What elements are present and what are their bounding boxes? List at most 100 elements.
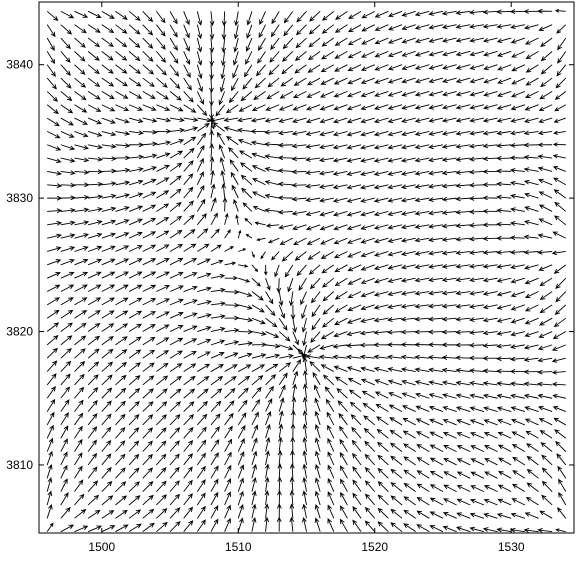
vector-arrow — [46, 24, 56, 38]
axis-ticks — [39, 2, 574, 533]
vector-arrow — [224, 229, 231, 239]
vector-arrow — [210, 301, 226, 306]
vector-arrow — [387, 224, 403, 230]
vector-arrow — [223, 117, 239, 123]
vector-arrow — [402, 430, 416, 439]
vector-arrow — [74, 10, 89, 18]
vector-arrow — [415, 405, 430, 413]
vector-arrow — [251, 386, 262, 399]
vector-arrow — [554, 91, 567, 100]
vector-arrow — [360, 117, 375, 124]
vector-arrow — [416, 483, 430, 493]
vector-arrow — [264, 503, 270, 519]
vector-arrow — [387, 367, 403, 373]
vector-arrow — [183, 466, 193, 479]
vector-arrow — [511, 498, 526, 506]
vector-arrow — [60, 207, 76, 213]
vector-arrow — [87, 245, 103, 252]
vector-arrow — [156, 203, 170, 212]
vector-arrow — [169, 150, 184, 159]
vector-arrow — [497, 64, 512, 71]
vector-arrow — [87, 51, 100, 61]
vector-arrow — [128, 323, 142, 332]
vector-arrow — [352, 466, 362, 479]
vector-arrow — [115, 495, 127, 506]
vector-arrow — [414, 316, 430, 322]
vector-arrow — [387, 171, 403, 176]
vector-arrow — [482, 37, 498, 43]
vector-arrow — [302, 490, 307, 506]
vector-arrow — [87, 509, 101, 519]
vector-arrow — [496, 249, 512, 255]
vector-arrow — [482, 222, 498, 228]
vector-arrow — [224, 364, 238, 372]
vector-arrow — [351, 439, 362, 452]
vector-arrow — [210, 197, 217, 212]
vector-arrow — [128, 24, 141, 35]
vector-arrow — [281, 64, 294, 75]
vector-arrow — [156, 164, 170, 172]
vector-arrow — [196, 157, 204, 172]
vector-arrow — [538, 104, 553, 112]
vector-arrow — [551, 344, 566, 351]
vector-arrow — [251, 264, 259, 273]
vector-arrow — [87, 37, 101, 48]
vector-arrow — [197, 272, 212, 279]
vector-arrow — [183, 426, 194, 439]
vector-arrow — [537, 154, 553, 160]
vector-arrow — [223, 126, 239, 132]
vector-arrow — [314, 437, 321, 452]
vector-arrow — [387, 77, 403, 84]
vector-arrow — [347, 377, 362, 386]
vector-arrow — [47, 170, 62, 176]
vector-arrow — [264, 207, 280, 213]
vector-arrow — [314, 410, 321, 426]
vector-arrow — [115, 180, 131, 186]
vector-arrow — [429, 444, 444, 453]
vector-arrow — [196, 492, 206, 506]
vector-arrow — [74, 479, 84, 492]
vector-arrow — [60, 524, 75, 533]
vector-arrow — [265, 304, 276, 317]
vector-arrow — [183, 186, 194, 199]
vector-arrow — [524, 317, 539, 325]
vector-arrow — [46, 10, 59, 21]
vector-arrow — [74, 207, 90, 213]
vector-arrow — [224, 212, 229, 225]
vector-arrow — [308, 264, 321, 275]
vector-arrow — [87, 64, 100, 75]
vector-arrow — [156, 521, 168, 533]
vector-arrow — [320, 77, 335, 85]
vector-arrow — [251, 317, 266, 325]
vector-arrow — [305, 170, 321, 176]
vector-arrow — [302, 369, 308, 385]
vector-arrow — [169, 520, 181, 532]
vector-arrow — [403, 523, 416, 533]
vector-arrow — [142, 311, 156, 319]
vector-arrow — [289, 516, 295, 532]
vector-arrow — [60, 259, 75, 266]
vector-arrow — [441, 367, 457, 373]
vector-arrow — [210, 364, 224, 372]
vector-arrow — [88, 144, 103, 150]
vector-arrow — [60, 399, 70, 412]
vector-arrow — [414, 197, 430, 203]
vector-arrow — [525, 64, 539, 73]
vector-arrow — [208, 91, 214, 107]
vector-arrow — [74, 64, 86, 75]
vector-arrow — [455, 77, 471, 84]
vector-arrow — [482, 9, 498, 15]
vector-arrow — [301, 304, 307, 320]
vector-arrow — [221, 11, 227, 27]
vector-arrow — [373, 366, 389, 373]
vector-arrow — [429, 457, 444, 466]
vector-arrow — [360, 157, 375, 163]
vector-arrow — [320, 331, 335, 340]
vector-arrow — [360, 224, 375, 230]
vector-arrow — [156, 388, 168, 399]
vector-arrow — [552, 154, 566, 159]
vector-arrow — [414, 303, 430, 309]
vector-arrow — [360, 211, 375, 217]
vector-arrow — [183, 51, 191, 66]
vector-arrow — [87, 232, 103, 239]
